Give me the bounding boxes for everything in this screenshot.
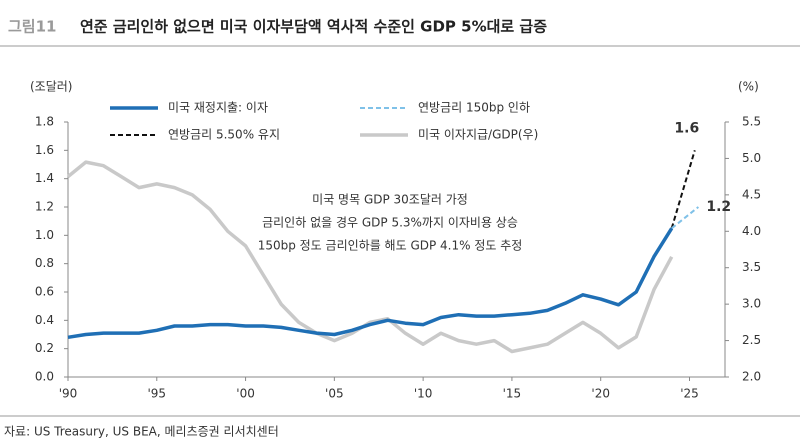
y-tick-label: 1.6 (35, 143, 54, 157)
y2-tick-label: 4.5 (742, 187, 761, 201)
value-label: 1.2 (706, 199, 731, 215)
y-tick-label: 0.4 (35, 313, 54, 327)
x-tick-label: '90 (59, 387, 78, 401)
y-tick-label: 0.6 (35, 285, 54, 299)
y2-tick-label: 2.0 (742, 370, 761, 384)
y2-tick-label: 2.5 (742, 333, 761, 347)
y-tick-label: 1.8 (35, 115, 54, 129)
x-tick-label: '05 (325, 387, 344, 401)
y-tick-label: 1.0 (35, 228, 54, 242)
x-tick-label: '20 (591, 387, 610, 401)
x-tick-label: '00 (236, 387, 255, 401)
y2-tick-label: 5.0 (742, 151, 761, 165)
series-line (670, 150, 696, 229)
annotation: 금리인하 없을 경우 GDP 5.3%까지 이자비용 상승 (262, 216, 518, 230)
y2-tick-label: 3.0 (742, 297, 761, 311)
x-tick-label: '25 (680, 387, 699, 401)
y2-tick-label: 4.0 (742, 224, 761, 238)
y2-tick-label: 3.5 (742, 260, 761, 274)
y-axis-label: (조달러) (30, 80, 72, 94)
legend-label: 미국 이자지급/GDP(우) (418, 128, 538, 142)
y2-tick-label: 5.5 (742, 115, 761, 129)
source: 자료: US Treasury, US BEA, 메리츠증권 리서치센터 (4, 425, 279, 439)
y-tick-label: 0.8 (35, 256, 54, 270)
legend-label: 연방금리 150bp 인하 (418, 101, 530, 115)
series-line (671, 206, 700, 230)
legend-label: 미국 재정지출: 이자 (168, 101, 268, 115)
series-line (66, 160, 674, 354)
legend-label: 연방금리 5.50% 유지 (168, 128, 280, 142)
x-tick-label: '15 (503, 387, 522, 401)
y-tick-label: 1.2 (35, 200, 54, 214)
y2-axis-label: (%) (738, 80, 759, 94)
y-tick-label: 0.2 (35, 341, 54, 355)
x-tick-label: '10 (414, 387, 433, 401)
annotation: 미국 명목 GDP 30조달러 가정 (312, 193, 468, 207)
y-tick-label: 0.0 (35, 370, 54, 384)
series-line (67, 227, 674, 340)
value-label: 1.6 (674, 120, 699, 136)
x-tick-label: '95 (147, 387, 166, 401)
chart-title: 연준 금리인하 없으면 미국 이자부담액 역사적 수준인 GDP 5%대로 급증 (80, 18, 547, 36)
y-tick-label: 1.4 (35, 171, 54, 185)
annotation: 150bp 정도 금리인하를 해도 GDP 4.1% 정도 추정 (258, 239, 523, 253)
figure-label: 그림11 (8, 18, 56, 36)
